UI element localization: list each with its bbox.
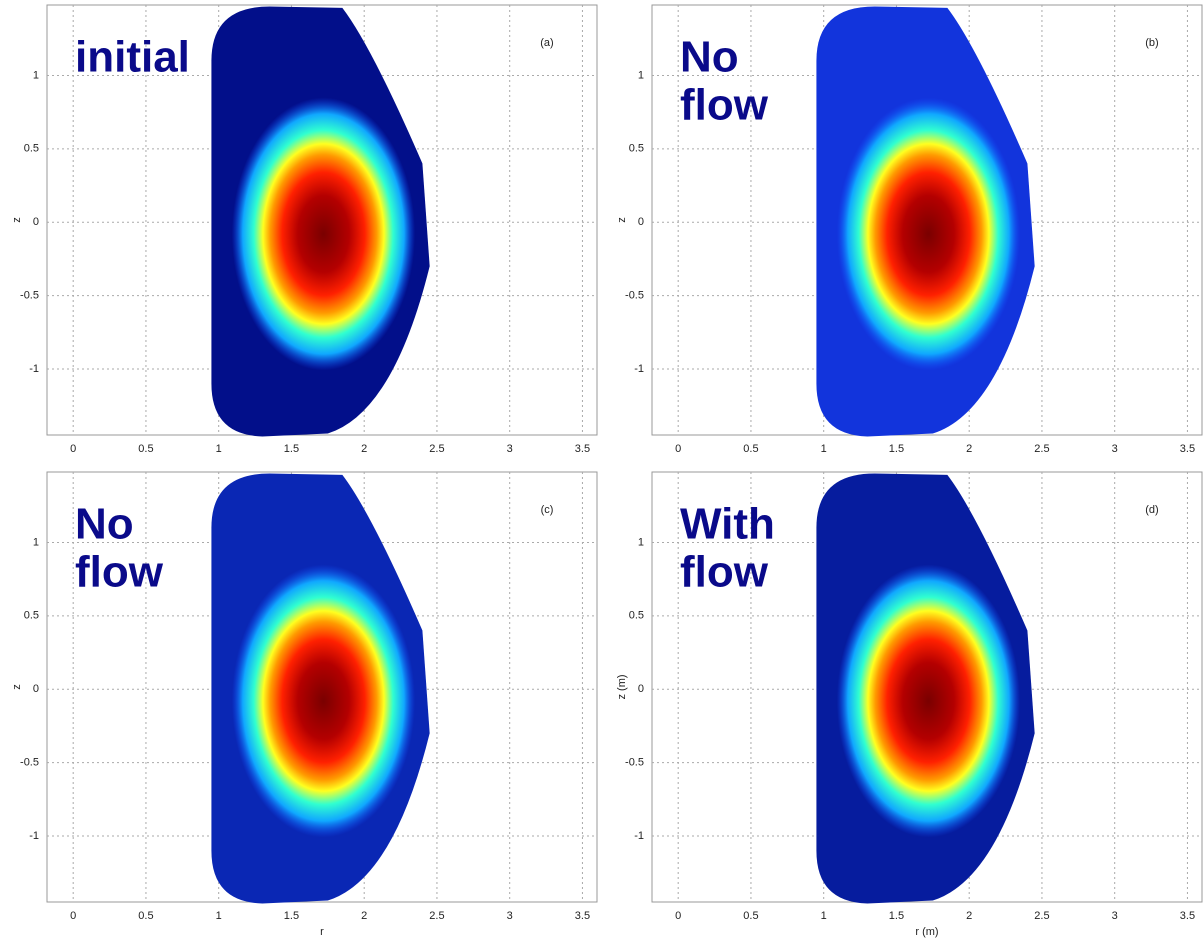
x-tick-label: 2 (966, 910, 972, 922)
y-tick-label: -1 (634, 830, 644, 842)
y-axis-label: z (11, 684, 23, 690)
x-tick-label: 3 (1112, 443, 1118, 455)
y-tick-label: 1 (33, 536, 39, 548)
x-tick-label: 1 (216, 910, 222, 922)
x-tick-label: 3 (1112, 910, 1118, 922)
x-axis-label: r (320, 926, 324, 938)
x-tick-label: 3 (507, 443, 513, 455)
x-tick-label: 2.5 (429, 443, 444, 455)
annotation: flow (75, 548, 164, 597)
panel: 0 0.5 1 1.5 2 2.5 3 3.5 -1 -0.5 0 0.5 1 (a) initial z (11, 4, 598, 455)
y-tick-label: -1 (29, 830, 39, 842)
y-tick-label: 0.5 (629, 610, 644, 622)
y-tick-label: 0.5 (24, 143, 39, 155)
annotation: With (680, 500, 775, 549)
plasma-core (231, 564, 416, 838)
x-tick-label: 2 (361, 910, 367, 922)
x-tick-label: 0 (675, 910, 681, 922)
y-tick-label: -1 (634, 363, 644, 375)
y-tick-label: 0 (638, 683, 644, 695)
x-tick-label: 3 (507, 910, 513, 922)
x-tick-label: 1.5 (284, 910, 299, 922)
y-axis-label: z (m) (616, 674, 628, 699)
y-tick-label: -0.5 (625, 756, 644, 768)
x-tick-label: 0.5 (138, 910, 153, 922)
x-tick-label: 2 (361, 443, 367, 455)
plasma-core (231, 97, 416, 371)
x-tick-label: 1 (821, 910, 827, 922)
annotation: flow (680, 548, 769, 597)
y-axis-label: z (11, 217, 23, 223)
x-tick-label: 0 (70, 443, 76, 455)
x-tick-label: 2.5 (429, 910, 444, 922)
y-tick-label: 0 (638, 216, 644, 228)
x-tick-label: 3.5 (1180, 910, 1195, 922)
y-tick-label: 0 (33, 683, 39, 695)
plasma-core (836, 97, 1021, 371)
x-tick-label: 1 (216, 443, 222, 455)
x-tick-label: 2.5 (1034, 910, 1049, 922)
x-tick-label: 0 (675, 443, 681, 455)
y-tick-label: -1 (29, 363, 39, 375)
x-tick-label: 1.5 (889, 443, 904, 455)
x-tick-label: 3.5 (1180, 443, 1195, 455)
y-tick-label: 1 (638, 69, 644, 81)
x-tick-label: 1.5 (889, 910, 904, 922)
panel-label: (c) (541, 504, 554, 516)
plasma-core (836, 564, 1021, 838)
y-tick-label: 1 (33, 69, 39, 81)
y-tick-label: 0.5 (629, 143, 644, 155)
x-axis-label: r (m) (915, 926, 938, 938)
x-tick-label: 0 (70, 910, 76, 922)
y-axis-label: z (616, 217, 628, 223)
x-tick-label: 3.5 (575, 443, 590, 455)
annotation: No (75, 500, 134, 549)
x-tick-label: 0.5 (743, 443, 758, 455)
x-tick-label: 1.5 (284, 443, 299, 455)
panel-label: (a) (540, 37, 553, 49)
y-tick-label: -0.5 (625, 289, 644, 301)
y-tick-label: 1 (638, 536, 644, 548)
y-tick-label: 0.5 (24, 610, 39, 622)
annotation: flow (680, 81, 769, 130)
x-tick-label: 0.5 (743, 910, 758, 922)
x-tick-label: 2 (966, 443, 972, 455)
annotation: initial (75, 33, 190, 82)
panel-label: (b) (1145, 37, 1158, 49)
panel-label: (d) (1145, 504, 1158, 516)
x-tick-label: 3.5 (575, 910, 590, 922)
y-tick-label: 0 (33, 216, 39, 228)
annotation: No (680, 33, 739, 82)
x-tick-label: 2.5 (1034, 443, 1049, 455)
y-tick-label: -0.5 (20, 756, 39, 768)
x-tick-label: 0.5 (138, 443, 153, 455)
x-tick-label: 1 (821, 443, 827, 455)
y-tick-label: -0.5 (20, 289, 39, 301)
